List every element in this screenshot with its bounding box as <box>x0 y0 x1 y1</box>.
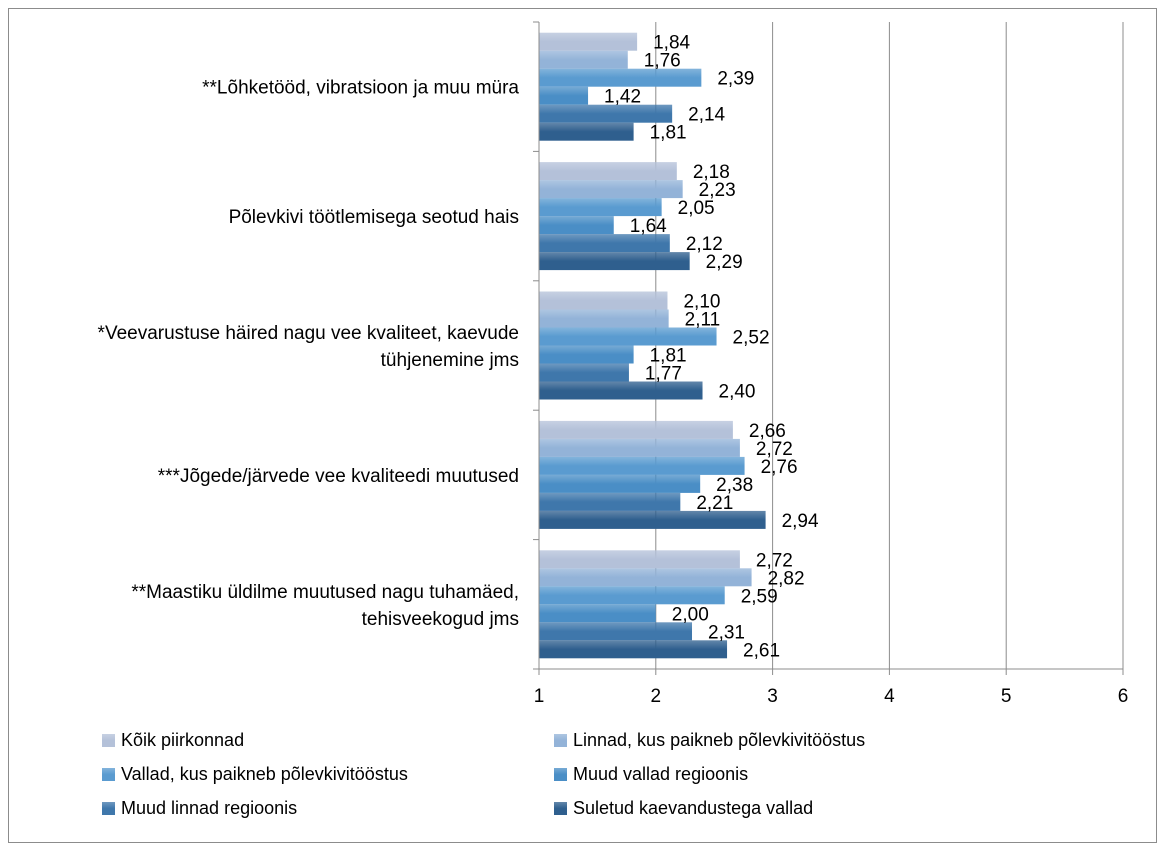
data-label: 2,61 <box>743 640 780 661</box>
bar <box>539 438 740 457</box>
x-tick-label: 2 <box>651 686 662 707</box>
bar <box>539 456 745 475</box>
data-label: 1,64 <box>630 216 667 237</box>
bar <box>539 363 629 382</box>
data-label: 2,66 <box>749 421 786 442</box>
x-tick-labels: 1 2 3 4 5 6 <box>534 686 1129 707</box>
bar <box>539 568 752 587</box>
bar <box>539 50 628 69</box>
bar <box>539 474 701 493</box>
legend-label: Suletud kaevandustega vallad <box>573 798 813 818</box>
data-label: 2,72 <box>756 550 793 571</box>
legend-swatch <box>554 734 567 747</box>
data-label: 2,23 <box>699 180 736 201</box>
data-label: 2,12 <box>686 234 723 255</box>
data-label: 2,94 <box>782 511 819 532</box>
legend-swatch <box>102 802 115 815</box>
data-label: 2,21 <box>696 493 733 514</box>
legend-label: Vallad, kus paikneb põlevkivitööstus <box>121 764 408 784</box>
category-label: Põlevkivi töötlemisega seotud hais <box>229 207 519 228</box>
data-label: 2,38 <box>716 475 753 496</box>
bar <box>539 640 728 659</box>
bar-chart: 1,841,762,391,422,141,812,182,232,051,64… <box>98 21 1129 818</box>
data-label: 1,76 <box>644 51 681 72</box>
data-label: 2,82 <box>768 568 805 589</box>
category-labels: **Lõhketööd, vibratsioon ja muu müra Põle… <box>98 78 520 630</box>
data-label: 2,39 <box>717 69 754 90</box>
x-tick-label: 4 <box>884 686 895 707</box>
data-label: 2,18 <box>693 162 730 183</box>
legend-label: Linnad, kus paikneb põlevkivitööstus <box>573 730 865 750</box>
bar <box>539 252 690 271</box>
bar <box>539 234 670 253</box>
bar <box>539 104 673 123</box>
value-labels: 1,841,762,391,422,141,812,182,232,051,64… <box>604 33 819 662</box>
x-tick-label: 1 <box>534 686 545 707</box>
axes <box>533 21 1124 675</box>
data-label: 2,76 <box>761 457 798 478</box>
legend-swatch <box>554 802 567 815</box>
data-label: 1,77 <box>645 364 682 385</box>
bar <box>539 309 669 328</box>
data-label: 2,00 <box>672 604 709 625</box>
data-label: 2,59 <box>741 586 778 607</box>
category-label: tühjenemine jms <box>381 350 519 371</box>
bar <box>539 327 717 346</box>
legend-swatch <box>554 768 567 781</box>
data-label: 2,10 <box>683 292 720 313</box>
data-label: 1,81 <box>650 123 687 144</box>
data-label: 2,05 <box>678 198 715 219</box>
chart-frame: 1,84 1,76 2,39 1,42 2,14 1,81 2,18 2,23 2,05 1,64… <box>8 8 1157 843</box>
category-label: tehisveekogud jms <box>362 609 519 630</box>
x-tick-label: 3 <box>767 686 778 707</box>
bar <box>539 122 634 141</box>
category-label: **Maastiku üldilme muutused nagu tuhamäe… <box>131 582 519 603</box>
legend-swatch <box>102 768 115 781</box>
bar <box>539 550 740 569</box>
x-tick-label: 5 <box>1001 686 1012 707</box>
category-label: ***Jõgede/järvede vee kvaliteedi muutuse… <box>158 466 519 487</box>
bar <box>539 68 702 87</box>
data-label: 2,11 <box>685 310 721 331</box>
bar <box>539 510 766 529</box>
data-label: 1,84 <box>653 33 690 54</box>
bar <box>539 345 634 364</box>
data-label: 2,14 <box>688 105 725 126</box>
legend: Kõik piirkonnad Linnad, kus paikneb põlev… <box>102 730 865 818</box>
legend-swatch <box>102 734 115 747</box>
bar <box>539 216 614 235</box>
bar <box>539 180 683 199</box>
legend-label: Muud vallad regioonis <box>573 764 748 784</box>
bar <box>539 198 662 217</box>
bar <box>539 622 693 641</box>
data-label: 2,40 <box>719 382 756 403</box>
bars <box>539 32 766 659</box>
bar <box>539 162 677 181</box>
bar <box>539 86 589 105</box>
bar <box>539 291 668 310</box>
legend-label: Muud linnad regioonis <box>121 798 297 818</box>
category-label: **Lõhketööd, vibratsioon ja muu müra <box>202 78 519 99</box>
bar <box>539 586 725 605</box>
data-label: 2,31 <box>708 622 745 643</box>
bar <box>539 32 638 51</box>
data-label: 1,42 <box>604 87 641 108</box>
bar <box>539 604 656 623</box>
data-label: 2,72 <box>756 439 793 460</box>
x-tick-label: 6 <box>1118 686 1129 707</box>
bar <box>539 420 733 439</box>
data-label: 2,52 <box>733 328 770 349</box>
category-label: *Veevarustuse häired nagu vee kvaliteet,… <box>98 323 519 344</box>
bar <box>539 381 703 400</box>
legend-label: Kõik piirkonnad <box>121 730 244 750</box>
bar <box>539 492 681 511</box>
data-label: 1,81 <box>650 346 687 367</box>
data-label: 2,29 <box>706 252 743 273</box>
